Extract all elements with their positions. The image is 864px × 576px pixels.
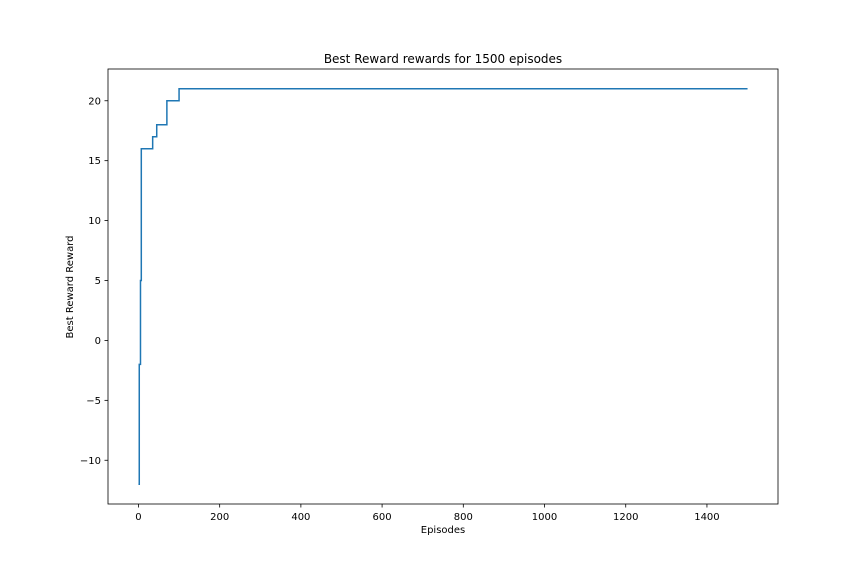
- y-tick-label: 5: [95, 276, 101, 287]
- x-tick-label: 800: [454, 512, 473, 523]
- chart-title: Best Reward rewards for 1500 episodes: [324, 52, 562, 66]
- y-tick-label: 10: [88, 216, 101, 227]
- x-tick-label: 1000: [532, 512, 557, 523]
- x-tick-label: 1200: [613, 512, 638, 523]
- x-tick-label: 1400: [694, 512, 719, 523]
- y-tick-label: −5: [86, 396, 101, 407]
- x-tick-label: 0: [135, 512, 141, 523]
- y-tick-label: 0: [95, 336, 101, 347]
- y-axis: −10 −5 0 5 10 15 20: [80, 96, 108, 467]
- y-tick-label: −10: [80, 456, 101, 467]
- x-tick-label: 400: [291, 512, 310, 523]
- x-axis: 0 200 400 600 800 1000 1200 1400: [135, 504, 720, 523]
- x-tick-label: 600: [373, 512, 392, 523]
- axes-frame: [107, 68, 779, 505]
- y-axis-label: Best Reward Reward: [65, 236, 76, 339]
- y-tick-label: 20: [88, 96, 101, 107]
- series-line: [138, 88, 748, 485]
- plot-area: [138, 88, 748, 485]
- y-tick-label: 15: [88, 156, 101, 167]
- x-axis-label: Episodes: [421, 525, 465, 536]
- x-tick-label: 200: [210, 512, 229, 523]
